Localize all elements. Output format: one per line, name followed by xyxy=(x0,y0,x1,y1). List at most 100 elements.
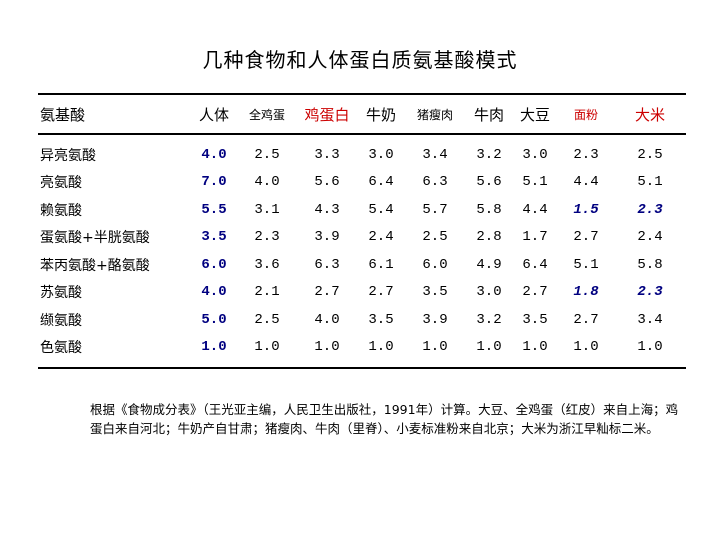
value-cell: 2.5 xyxy=(254,311,280,328)
table-row: 苏氨酸 4.0 2.1 2.7 2.7 3.5 3.0 2.7 1.8 2.3 xyxy=(38,279,686,307)
value-cell: 3.0 xyxy=(476,284,502,301)
table-row: 异亮氨酸 4.0 2.5 3.3 3.0 3.4 3.2 3.0 2.3 2.5 xyxy=(38,134,686,169)
human-value-cell: 1.0 xyxy=(201,339,227,356)
value-cell: 4.9 xyxy=(476,256,502,273)
value-cell: 5.8 xyxy=(637,256,663,273)
human-value-cell: 5.0 xyxy=(201,311,227,328)
human-value-cell: 6.0 xyxy=(201,256,227,273)
source-note: 根据《食物成分表》（王光亚主编，人民卫生出版社，1991年）计算。大豆、全鸡蛋（… xyxy=(90,402,679,436)
value-cell: 2.7 xyxy=(314,284,340,301)
human-value-cell: 5.5 xyxy=(201,201,227,218)
value-cell: 2.5 xyxy=(637,146,663,163)
value-cell: 5.1 xyxy=(637,174,663,191)
value-cell: 3.3 xyxy=(314,146,340,163)
value-cell: 3.2 xyxy=(476,311,502,328)
header-rice: 大米 xyxy=(614,95,686,135)
value-cell: 6.0 xyxy=(422,256,448,273)
table-row: 色氨酸 1.0 1.0 1.0 1.0 1.0 1.0 1.0 1.0 1.0 xyxy=(38,334,686,368)
value-cell: 6.3 xyxy=(314,256,340,273)
header-lean-pork: 猪瘦肉 xyxy=(404,95,466,135)
human-value-cell: 4.0 xyxy=(201,284,227,301)
value-cell: 2.1 xyxy=(254,284,280,301)
header-soybean: 大豆 xyxy=(512,95,558,135)
table-row: 蛋氨酸+半胱氨酸 3.5 2.3 3.9 2.4 2.5 2.8 1.7 2.7 2.4 xyxy=(38,224,686,252)
page-title: 几种食物和人体蛋白质氨基酸模式 xyxy=(202,48,518,72)
table-row: 亮氨酸 7.0 4.0 5.6 6.4 6.3 5.6 5.1 4.4 5.1 xyxy=(38,169,686,197)
value-cell: 3.5 xyxy=(368,311,394,328)
header-amino-acid: 氨基酸 xyxy=(38,95,190,135)
value-cell: 2.5 xyxy=(254,146,280,163)
value-cell: 2.7 xyxy=(368,284,394,301)
header-flour: 面粉 xyxy=(558,95,614,135)
value-cell: 6.4 xyxy=(368,174,394,191)
value-cell: 2.4 xyxy=(368,229,394,246)
value-cell: 3.9 xyxy=(422,311,448,328)
value-cell: 3.2 xyxy=(476,146,502,163)
header-human: 人体 xyxy=(190,95,238,135)
value-cell: 1.0 xyxy=(254,339,280,356)
value-cell: 3.0 xyxy=(522,146,548,163)
value-cell: 2.4 xyxy=(637,229,663,246)
value-cell: 1.0 xyxy=(476,339,502,356)
value-cell: 2.3 xyxy=(637,201,663,218)
value-cell: 3.5 xyxy=(422,284,448,301)
value-cell: 3.4 xyxy=(422,146,448,163)
value-cell: 3.5 xyxy=(522,311,548,328)
value-cell: 1.0 xyxy=(573,339,599,356)
amino-acid-name: 苯丙氨酸+酪氨酸 xyxy=(40,257,150,274)
value-cell: 1.7 xyxy=(522,229,548,246)
value-cell: 4.0 xyxy=(254,174,280,191)
value-cell: 2.7 xyxy=(573,229,599,246)
value-cell: 4.4 xyxy=(522,201,548,218)
value-cell: 3.4 xyxy=(637,311,663,328)
value-cell: 2.3 xyxy=(573,146,599,163)
amino-acid-table: 氨基酸 人体 全鸡蛋 鸡蛋白 牛奶 猪瘦肉 牛肉 大豆 面粉 大米 异亮氨酸 4.… xyxy=(38,93,686,369)
header-milk: 牛奶 xyxy=(358,95,404,135)
value-cell: 5.7 xyxy=(422,201,448,218)
amino-acid-name: 异亮氨酸 xyxy=(40,147,96,164)
value-cell: 5.6 xyxy=(314,174,340,191)
value-cell: 2.3 xyxy=(637,284,663,301)
value-cell: 1.0 xyxy=(422,339,448,356)
table-row: 苯丙氨酸+酪氨酸 6.0 3.6 6.3 6.1 6.0 4.9 6.4 5.1 5.8 xyxy=(38,251,686,279)
value-cell: 4.3 xyxy=(314,201,340,218)
value-cell: 3.6 xyxy=(254,256,280,273)
value-cell: 1.0 xyxy=(522,339,548,356)
value-cell: 1.0 xyxy=(637,339,663,356)
value-cell: 5.4 xyxy=(368,201,394,218)
amino-acid-name: 蛋氨酸+半胱氨酸 xyxy=(40,230,150,247)
value-cell: 2.3 xyxy=(254,229,280,246)
header-whole-egg: 全鸡蛋 xyxy=(238,95,296,135)
value-cell: 6.1 xyxy=(368,256,394,273)
value-cell: 2.5 xyxy=(422,229,448,246)
table-row: 缬氨酸 5.0 2.5 4.0 3.5 3.9 3.2 3.5 2.7 3.4 xyxy=(38,306,686,334)
value-cell: 4.0 xyxy=(314,311,340,328)
value-cell: 6.3 xyxy=(422,174,448,191)
amino-acid-name: 缬氨酸 xyxy=(40,312,82,329)
amino-acid-name: 色氨酸 xyxy=(40,340,82,357)
value-cell: 5.8 xyxy=(476,201,502,218)
value-cell: 5.1 xyxy=(573,256,599,273)
value-cell: 1.0 xyxy=(368,339,394,356)
header-egg-white: 鸡蛋白 xyxy=(296,95,358,135)
value-cell: 3.1 xyxy=(254,201,280,218)
table-row: 赖氨酸 5.5 3.1 4.3 5.4 5.7 5.8 4.4 1.5 2.3 xyxy=(38,196,686,224)
amino-acid-name: 亮氨酸 xyxy=(40,175,82,192)
human-value-cell: 3.5 xyxy=(201,229,227,246)
value-cell: 2.7 xyxy=(522,284,548,301)
value-cell: 6.4 xyxy=(522,256,548,273)
human-value-cell: 4.0 xyxy=(201,146,227,163)
value-cell: 1.8 xyxy=(573,284,599,301)
value-cell: 1.0 xyxy=(314,339,340,356)
table-header-row: 氨基酸 人体 全鸡蛋 鸡蛋白 牛奶 猪瘦肉 牛肉 大豆 面粉 大米 xyxy=(38,95,686,135)
value-cell: 4.4 xyxy=(573,174,599,191)
value-cell: 1.5 xyxy=(573,201,599,218)
value-cell: 3.0 xyxy=(368,146,394,163)
header-beef: 牛肉 xyxy=(466,95,512,135)
amino-acid-name: 赖氨酸 xyxy=(40,202,82,219)
amino-acid-name: 苏氨酸 xyxy=(40,285,82,302)
value-cell: 2.7 xyxy=(573,311,599,328)
value-cell: 5.1 xyxy=(522,174,548,191)
human-value-cell: 7.0 xyxy=(201,174,227,191)
value-cell: 2.8 xyxy=(476,229,502,246)
